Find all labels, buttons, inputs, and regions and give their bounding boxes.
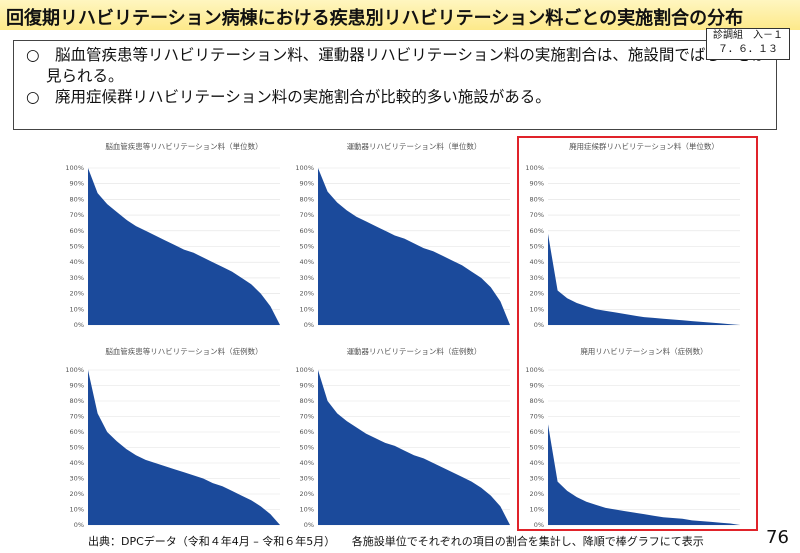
chart-title: 運動器リハビリテーション料（単位数） [347,141,482,151]
y-tick-label: 90% [300,382,314,390]
chart-title: 運動器リハビリテーション料（症例数） [347,346,482,356]
area [88,370,280,525]
y-tick-label: 90% [70,180,84,188]
chart-title: 廃用症候群リハビリテーション料（単位数） [569,141,719,151]
y-tick-label: 70% [530,413,544,421]
y-tick-label: 0% [74,321,84,329]
y-tick-label: 100% [65,366,84,374]
y-tick-label: 70% [300,413,314,421]
y-tick-label: 90% [530,180,544,188]
y-tick-label: 20% [300,490,314,498]
y-tick-label: 20% [530,290,544,298]
slide-title: 回復期リハビリテーション病棟における疾患別リハビリテーション料ごとの実施割合の分… [6,8,744,29]
area [88,168,280,325]
y-tick-label: 30% [530,475,544,483]
source-note: 出典：DPCデータ（令和４年4月 – 令和６年5月） 各施設単位でそれぞれの項目… [88,535,704,548]
chart-title: 脳血管疾患等リハビリテーション料（症例数） [105,346,262,356]
y-tick-label: 50% [70,243,84,251]
y-tick-label: 50% [530,444,544,452]
y-tick-label: 10% [70,305,84,313]
bullet: ○ 廃用症候群リハビリテーション料の実施割合が比較的多い施設がある。 [26,88,551,106]
y-tick-label: 90% [70,382,84,390]
doc-date: ７．６．１３ [718,44,778,55]
highlight-frame [517,136,758,531]
y-tick-label: 50% [70,444,84,452]
y-tick-label: 60% [70,428,84,436]
y-tick-label: 0% [304,321,314,329]
y-tick-label: 70% [70,413,84,421]
y-tick-label: 0% [304,521,314,529]
page-number: 76 [766,527,789,548]
y-tick-label: 100% [525,366,544,374]
y-tick-label: 30% [70,475,84,483]
y-tick-label: 80% [530,397,544,405]
doc-code: 診調組 入－１ [713,30,783,41]
y-tick-label: 50% [530,243,544,251]
y-tick-label: 50% [300,444,314,452]
y-tick-label: 60% [530,227,544,235]
area [548,424,740,525]
y-tick-label: 100% [295,164,314,172]
y-tick-label: 30% [530,274,544,282]
y-tick-label: 10% [530,305,544,313]
y-tick-label: 60% [70,227,84,235]
y-tick-label: 20% [530,490,544,498]
y-tick-label: 60% [530,428,544,436]
bullet: ○ 脳血管疾患等リハビリテーション料、運動器リハビリテーション料の実施割合は、施… [26,46,768,85]
y-tick-label: 40% [70,258,84,266]
y-tick-label: 50% [300,243,314,251]
y-tick-label: 30% [300,274,314,282]
y-tick-label: 40% [70,459,84,467]
y-tick-label: 100% [65,164,84,172]
y-tick-label: 20% [300,290,314,298]
y-tick-label: 40% [530,459,544,467]
title-bar: 回復期リハビリテーション病棟における疾患別リハビリテーション料ごとの実施割合の分… [0,0,800,30]
y-tick-label: 100% [295,366,314,374]
y-tick-label: 60% [300,428,314,436]
chart-title: 脳血管疾患等リハビリテーション料（単位数） [105,141,262,151]
y-tick-label: 90% [530,382,544,390]
y-tick-label: 90% [300,180,314,188]
y-tick-label: 80% [300,397,314,405]
y-tick-label: 0% [74,521,84,529]
y-tick-label: 10% [70,506,84,514]
y-tick-label: 80% [530,195,544,203]
y-tick-label: 20% [70,490,84,498]
y-tick-label: 0% [534,521,544,529]
y-tick-label: 40% [530,258,544,266]
summary-box: ○ 脳血管疾患等リハビリテーション料、運動器リハビリテーション料の実施割合は、施… [13,40,777,130]
y-tick-label: 60% [300,227,314,235]
y-tick-label: 20% [70,290,84,298]
y-tick-label: 70% [530,211,544,219]
chart-title: 廃用リハビリテーション料（症例数） [580,346,707,356]
y-tick-label: 70% [300,211,314,219]
y-tick-label: 10% [530,506,544,514]
y-tick-label: 30% [300,475,314,483]
area [318,370,510,525]
y-tick-label: 0% [534,321,544,329]
area [318,168,510,325]
area [548,233,740,325]
y-tick-label: 40% [300,258,314,266]
y-tick-label: 10% [300,305,314,313]
y-tick-label: 80% [300,195,314,203]
doc-code-box: 診調組 入－１ ７．６．１３ [706,28,790,60]
y-tick-label: 80% [70,397,84,405]
y-tick-label: 10% [300,506,314,514]
y-tick-label: 30% [70,274,84,282]
y-tick-label: 80% [70,195,84,203]
y-tick-label: 40% [300,459,314,467]
y-tick-label: 70% [70,211,84,219]
y-tick-label: 100% [525,164,544,172]
